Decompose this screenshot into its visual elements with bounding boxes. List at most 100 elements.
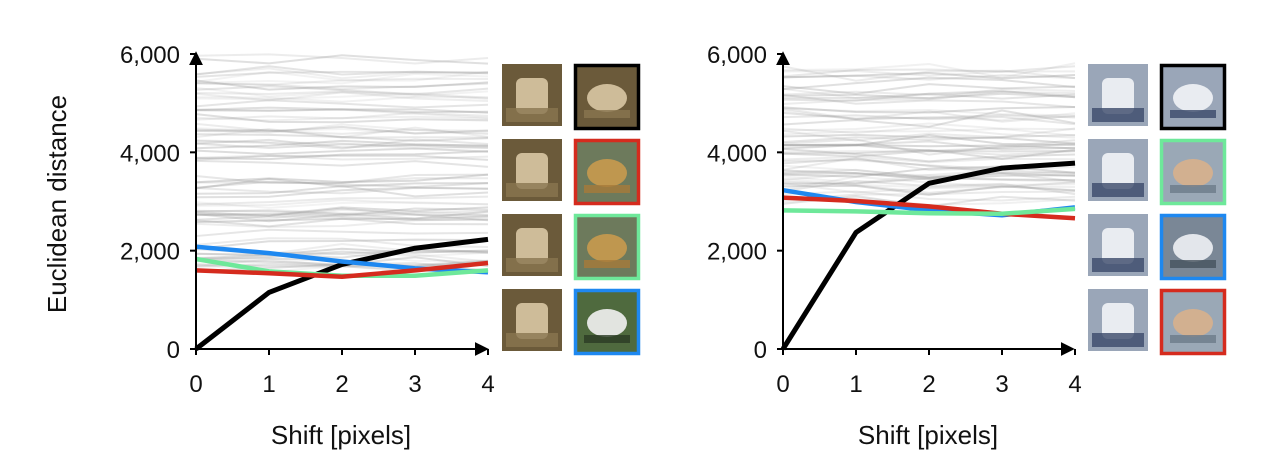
background-curve xyxy=(782,177,1076,185)
background-curve xyxy=(195,82,489,91)
background-curve xyxy=(195,127,489,135)
background-curve xyxy=(782,122,1076,132)
background-curve xyxy=(782,90,1076,106)
background-curve xyxy=(782,65,1076,78)
background-curve xyxy=(195,252,489,262)
background-curve xyxy=(782,174,1076,184)
chart-panel-deer: 0 2,000 4,000 6,000 0 1 2 3 4 Shift [pixels] xyxy=(120,42,641,450)
background-curve xyxy=(195,53,489,65)
background-curve xyxy=(782,164,1076,179)
background-curve xyxy=(195,139,489,150)
background-curve xyxy=(195,213,489,223)
y-tick-label: 0 xyxy=(167,337,180,364)
background-curve xyxy=(195,180,489,189)
thumbnail-column xyxy=(502,63,641,356)
x-tick-label: 3 xyxy=(408,371,421,398)
query-thumbnail xyxy=(502,214,562,276)
background-curve xyxy=(195,123,489,134)
background-curve xyxy=(195,201,489,209)
background-curve xyxy=(195,99,489,109)
background-curve xyxy=(782,90,1076,96)
background-curve xyxy=(195,217,489,228)
thumbnail-frame xyxy=(1159,288,1227,356)
background-curve xyxy=(782,127,1076,142)
query-thumbnail xyxy=(1088,139,1148,201)
background-curve xyxy=(195,92,489,101)
query-thumbnail xyxy=(502,139,562,201)
thumbnail-frame xyxy=(573,288,641,356)
thumbnail-frame xyxy=(573,213,641,281)
background-curve xyxy=(782,70,1076,77)
query-thumbnail xyxy=(1088,64,1148,126)
background-curve xyxy=(195,91,489,102)
background-curve xyxy=(782,134,1076,147)
background-curve xyxy=(782,190,1076,202)
y-ticks: 0 2,000 4,000 6,000 xyxy=(707,42,783,364)
thumbnail-frame xyxy=(1159,213,1227,281)
background-curve xyxy=(195,185,489,198)
x-tick-label: 3 xyxy=(995,371,1008,398)
background-curve xyxy=(195,207,489,217)
background-curve xyxy=(782,138,1076,156)
background-curve xyxy=(782,111,1076,120)
x-tick-label: 4 xyxy=(481,371,494,398)
background-curve xyxy=(195,206,489,217)
background-curve xyxy=(195,126,489,139)
thumbnail-frame xyxy=(1159,138,1227,206)
background-curve xyxy=(782,169,1076,179)
background-curve xyxy=(195,133,489,142)
x-axis-label: Shift [pixels] xyxy=(271,420,411,450)
background-curve xyxy=(782,148,1076,163)
background-curve xyxy=(782,87,1076,100)
x-tick-label: 0 xyxy=(189,371,202,398)
background-curve xyxy=(782,143,1076,150)
background-curve xyxy=(782,109,1076,128)
background-curve xyxy=(195,111,489,121)
query-thumbnail xyxy=(1088,289,1148,351)
background-curve xyxy=(782,107,1076,123)
background-curve xyxy=(195,250,489,263)
background-curve xyxy=(195,108,489,114)
query-thumbnail xyxy=(1088,214,1148,276)
series-line-red xyxy=(195,260,489,279)
background-curve xyxy=(195,86,489,98)
thumbnail-frame xyxy=(573,138,641,206)
background-curve xyxy=(195,139,489,150)
background-curve xyxy=(195,122,489,135)
background-curve xyxy=(782,155,1076,164)
background-curve xyxy=(195,207,489,217)
background-curve xyxy=(782,71,1076,80)
background-curve xyxy=(195,186,489,199)
background-curve xyxy=(782,107,1076,117)
background-curve xyxy=(782,127,1076,137)
background-curve xyxy=(195,125,489,135)
background-curve xyxy=(782,93,1076,109)
background-curve xyxy=(782,180,1076,194)
background-curve xyxy=(195,177,489,184)
series-line-red xyxy=(782,195,1076,221)
background-curve xyxy=(195,215,489,224)
y-axis-label: Euclidean distance xyxy=(42,95,72,313)
series-line-green xyxy=(782,206,1076,217)
background-curve xyxy=(782,92,1076,100)
y-tick-label: 0 xyxy=(754,337,767,364)
background-curve xyxy=(782,177,1076,189)
background-curve xyxy=(195,70,489,78)
x-tick-label: 2 xyxy=(922,371,935,398)
background-curve xyxy=(195,177,489,190)
thumbnail-frame xyxy=(1159,63,1227,131)
match-thumbnail-black xyxy=(573,63,641,131)
background-curve xyxy=(195,150,489,161)
match-thumbnail-green xyxy=(573,213,641,281)
background-curve xyxy=(195,250,489,259)
y-tick-label: 2,000 xyxy=(120,239,180,266)
y-tick-label: 6,000 xyxy=(120,42,180,69)
background-curve xyxy=(195,72,489,85)
background-curve xyxy=(195,70,489,83)
background-curve xyxy=(195,209,489,215)
x-ticks: 0 1 2 3 4 xyxy=(776,349,1082,398)
y-tick-label: 4,000 xyxy=(707,140,767,167)
series-group xyxy=(194,236,489,351)
background-curve xyxy=(195,142,489,149)
background-curve xyxy=(782,134,1076,144)
